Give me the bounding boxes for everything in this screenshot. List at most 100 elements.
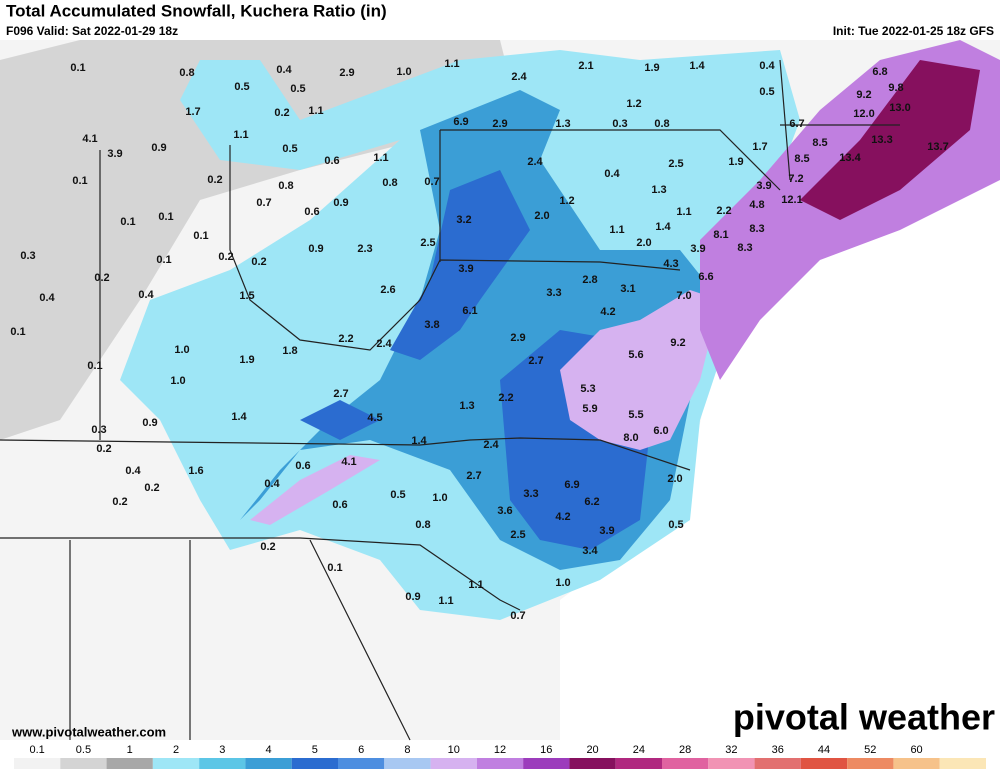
snow-value: 8.5 <box>794 153 809 165</box>
legend-swatch <box>476 758 524 769</box>
snow-value: 0.9 <box>308 243 323 255</box>
snow-value: 0.8 <box>415 519 430 531</box>
snow-value: 0.4 <box>125 465 141 477</box>
snow-value: 0.6 <box>304 206 319 218</box>
snow-value: 2.2 <box>716 205 731 217</box>
legend-tick-label: 36 <box>772 744 784 756</box>
snow-value: 2.5 <box>510 529 525 541</box>
init-time: Init: Tue 2022-01-25 18z GFS <box>833 24 994 38</box>
snow-value: 8.1 <box>713 229 728 241</box>
snow-value: 0.9 <box>333 197 348 209</box>
snow-value: 2.7 <box>333 388 348 400</box>
snow-value: 0.4 <box>39 292 55 304</box>
snow-value: 0.1 <box>120 216 135 228</box>
snow-value: 4.8 <box>749 199 764 211</box>
snow-value: 2.1 <box>578 60 593 72</box>
snow-value: 2.7 <box>528 355 543 367</box>
ocean <box>560 150 1000 740</box>
state-border <box>439 129 781 262</box>
snow-value: 0.2 <box>218 251 233 263</box>
snow-value: 2.4 <box>483 439 499 451</box>
snow-value: 1.9 <box>644 62 659 74</box>
snow-value: 6.9 <box>453 116 468 128</box>
snow-value: 8.3 <box>737 242 752 254</box>
snow-value: 1.0 <box>174 344 189 356</box>
state-border <box>0 537 521 611</box>
snow-value: 0.8 <box>654 118 669 130</box>
snow-value: 0.5 <box>290 83 305 95</box>
legend-swatch <box>106 758 153 769</box>
snow-value: 2.4 <box>527 156 543 168</box>
snow-value: 0.7 <box>424 176 439 188</box>
legend-tick-label: 4 <box>266 744 272 756</box>
legend-swatch <box>152 758 200 769</box>
snow-value: 2.5 <box>420 237 435 249</box>
legend-swatch <box>14 758 61 769</box>
snow-value: 3.9 <box>458 263 473 275</box>
snow-value: 1.1 <box>676 206 691 218</box>
snow-value: 3.6 <box>497 505 512 517</box>
snow-value: 0.2 <box>144 482 159 494</box>
snow-value: 2.7 <box>466 470 481 482</box>
snow-value: 1.0 <box>432 492 447 504</box>
legend-tick-label: 24 <box>633 744 645 756</box>
legend-tick-label: 8 <box>404 744 410 756</box>
legend-tick-label: 2 <box>173 744 179 756</box>
snow-value: 1.4 <box>689 60 705 72</box>
snow-value: 7.2 <box>788 173 803 185</box>
snow-value: 1.3 <box>555 118 570 130</box>
legend-swatch <box>60 758 107 769</box>
legend-tick-label: 28 <box>679 744 691 756</box>
legend-swatch <box>754 758 801 769</box>
snow-value: 8.0 <box>623 432 638 444</box>
snow-value: 6.0 <box>653 425 668 437</box>
legend-tick-label: 5 <box>312 744 318 756</box>
snow-value: 0.5 <box>668 519 683 531</box>
snow-value: 9.2 <box>670 337 685 349</box>
header-bg <box>0 0 1000 40</box>
snow-value: 0.4 <box>759 60 775 72</box>
snow-value: 2.9 <box>510 332 525 344</box>
snow-value: 1.4 <box>655 221 671 233</box>
legend-swatch <box>430 758 477 769</box>
snow-value: 1.0 <box>555 577 570 589</box>
legend-tick-label: 0.1 <box>29 744 44 756</box>
snow-value: 2.9 <box>339 67 354 79</box>
snow-value: 8.5 <box>812 137 827 149</box>
snow-value: 0.7 <box>256 197 271 209</box>
snow-value: 1.4 <box>231 411 247 423</box>
snow-value: 6.9 <box>564 479 579 491</box>
legend-tick-label: 0.5 <box>76 744 91 756</box>
snow-value: 4.1 <box>341 456 356 468</box>
snow-value: 1.6 <box>188 465 203 477</box>
snow-value: 0.1 <box>87 360 102 372</box>
snow-value: 3.9 <box>756 180 771 192</box>
legend-tick-label: 32 <box>725 744 737 756</box>
snow-value: 1.2 <box>559 195 574 207</box>
snow-value: 0.1 <box>10 326 25 338</box>
legend-tick-label: 6 <box>358 744 364 756</box>
legend-tick-label: 60 <box>910 744 922 756</box>
legend-swatch <box>569 758 616 769</box>
snow-value: 0.2 <box>274 107 289 119</box>
snow-value: 9.8 <box>888 82 903 94</box>
snow-value: 1.1 <box>444 58 459 70</box>
snow-value: 6.6 <box>698 271 713 283</box>
snow-value: 0.2 <box>94 272 109 284</box>
snow-value: 0.2 <box>112 496 127 508</box>
snow-value: 1.5 <box>239 290 254 302</box>
map <box>0 40 1000 741</box>
snow-value: 6.7 <box>789 118 804 130</box>
snow-value: 6.2 <box>584 496 599 508</box>
snow-value: 5.6 <box>628 349 643 361</box>
snow-16-20 <box>800 60 980 220</box>
snow-value: 3.9 <box>107 148 122 160</box>
snow-value: 3.3 <box>523 488 538 500</box>
snow-value: 0.8 <box>278 180 293 192</box>
snow-value: 9.2 <box>856 89 871 101</box>
snow-value: 1.1 <box>373 152 388 164</box>
snow-value: 1.3 <box>459 400 474 412</box>
snow-8-10 <box>250 290 720 525</box>
legend-tick-label: 16 <box>540 744 552 756</box>
